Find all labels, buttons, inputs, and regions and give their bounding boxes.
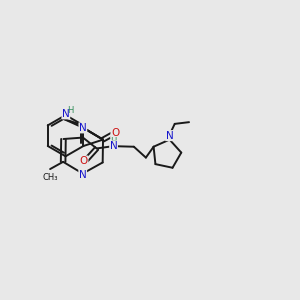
Text: O: O [111,128,119,138]
Text: N: N [79,123,87,133]
Text: O: O [80,156,88,166]
Text: N: N [62,109,70,119]
Text: CH₃: CH₃ [42,173,58,182]
Text: N: N [166,130,173,141]
Text: N: N [110,141,117,151]
Text: H: H [67,106,73,115]
Text: H: H [110,136,117,146]
Text: N: N [79,170,87,180]
